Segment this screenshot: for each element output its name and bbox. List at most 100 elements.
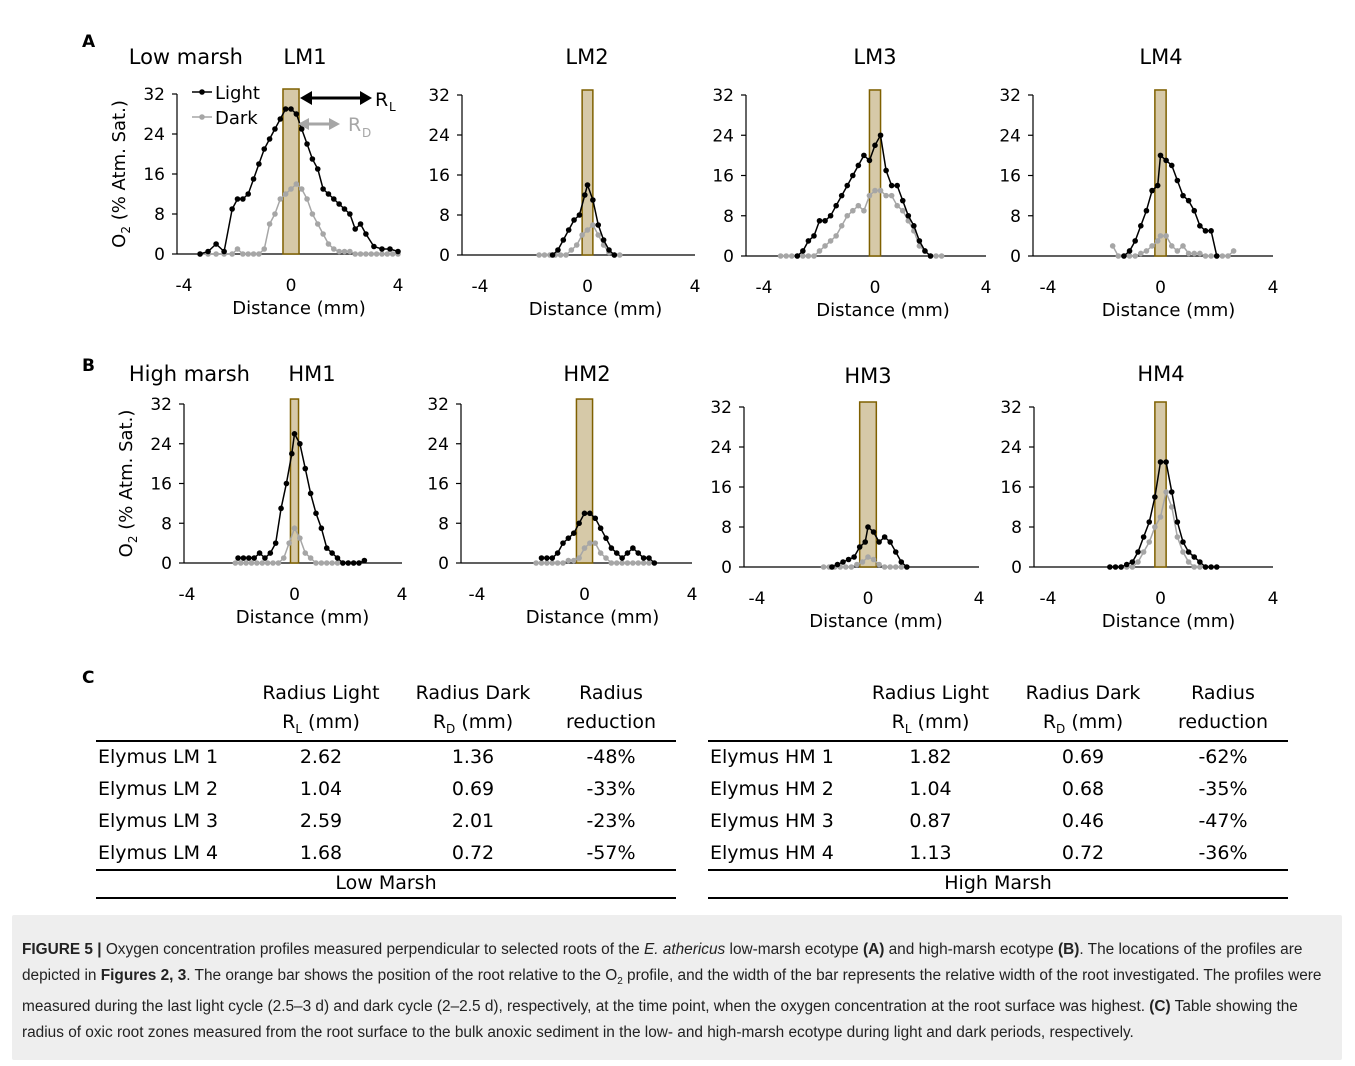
y-tick-label: 8	[154, 205, 165, 225]
data-point-dark	[288, 186, 294, 192]
data-point-dark	[320, 231, 326, 237]
data-point-light	[870, 529, 877, 535]
header-radius: Radius	[1191, 682, 1255, 704]
data-point-light	[250, 176, 257, 182]
header-reduction: reduction	[565, 711, 657, 733]
data-point-light	[822, 217, 828, 224]
data-point-light	[570, 530, 577, 536]
data-point-light	[352, 226, 359, 232]
data-point-light	[235, 555, 241, 561]
data-point-dark	[938, 253, 945, 259]
data-point-light	[340, 560, 346, 566]
data-point-light	[922, 248, 928, 254]
data-point-dark	[536, 252, 542, 258]
data-point-light	[576, 520, 582, 527]
x-tick-label: 0	[579, 585, 590, 605]
data-point-dark	[1154, 238, 1161, 244]
data-point-light	[229, 206, 235, 212]
data-point-dark	[331, 246, 337, 252]
series-line-light	[541, 512, 655, 564]
legend-label-light: Light	[215, 83, 260, 104]
y-axis-label: O2 (% Atm. Sat.)	[116, 410, 140, 558]
data-point-dark	[277, 196, 284, 202]
data-point-light	[865, 524, 871, 530]
data-point-dark	[541, 252, 548, 258]
legend-marker-dark	[199, 114, 205, 120]
data-point-dark	[368, 251, 375, 257]
data-point-light	[1180, 539, 1186, 545]
data-point-light	[1140, 534, 1147, 540]
x-tick-label: 0	[286, 276, 297, 296]
data-point-light	[1163, 157, 1169, 164]
data-point-dark	[865, 554, 871, 560]
data-point-light	[1168, 489, 1175, 495]
data-point-light	[587, 510, 593, 517]
x-axis-label: Distance (mm)	[809, 611, 943, 632]
data-point-light	[1132, 238, 1138, 244]
data-point-dark	[297, 535, 303, 541]
table-cell-light: 2.62	[299, 746, 343, 768]
data-point-light	[582, 192, 588, 198]
header-radius: Radius	[579, 682, 643, 704]
data-point-light	[872, 142, 878, 149]
y-tick-label: 0	[161, 554, 172, 574]
y-tick-label: 32	[427, 395, 449, 415]
table-cell-dark: 2.01	[451, 810, 495, 832]
table-rule-mid-left	[96, 869, 676, 871]
data-point-dark	[234, 246, 241, 252]
table-low-marsh: Radius Light RL (mm) Radius Dark RD (mm)…	[96, 680, 676, 900]
data-point-dark	[307, 555, 314, 561]
root-bar	[1154, 401, 1167, 568]
data-point-light	[1152, 494, 1158, 500]
data-point-dark	[788, 253, 795, 259]
data-point-light	[829, 564, 835, 570]
table-cell-dark: 0.72	[451, 842, 495, 864]
x-tick-label: 4	[974, 589, 985, 609]
data-point-dark	[1138, 250, 1144, 257]
rl-arrow-head-right	[360, 91, 372, 105]
data-point-dark	[264, 560, 271, 566]
table-cell-name: Elymus HM 3	[710, 810, 834, 832]
data-point-dark	[844, 212, 851, 219]
table-cell-light: 2.59	[299, 810, 343, 832]
data-point-dark	[554, 560, 561, 566]
y-tick-label: 8	[721, 518, 732, 538]
data-point-dark	[872, 187, 878, 194]
data-point-light	[1202, 564, 1209, 570]
data-point-light	[240, 555, 247, 561]
data-point-dark	[1143, 248, 1150, 254]
data-point-dark	[1109, 243, 1116, 249]
root-bar	[289, 398, 300, 564]
data-point-light	[1208, 228, 1214, 234]
data-point-dark	[563, 252, 569, 258]
data-point-dark	[1152, 524, 1158, 530]
x-tick-label: -4	[1040, 589, 1057, 609]
table-cell-name: Elymus HM 2	[710, 778, 834, 800]
data-point-dark	[357, 251, 364, 257]
data-point-light	[357, 221, 364, 227]
chart-title: HM1	[288, 362, 335, 386]
data-point-dark	[565, 557, 572, 564]
row-title: Low marsh	[129, 45, 243, 69]
header-radius-dark: Radius Dark	[1025, 682, 1141, 704]
x-tick-label: 0	[582, 277, 593, 297]
data-point-dark	[1115, 253, 1122, 259]
data-point-light	[1191, 207, 1198, 214]
data-point-dark	[336, 248, 342, 255]
table-cell-name: Elymus LM 1	[98, 746, 219, 768]
data-point-dark	[309, 211, 316, 217]
table-rule-bottom-left	[96, 897, 676, 899]
data-point-light	[302, 465, 309, 472]
table-rule-mid-right	[708, 869, 1288, 871]
data-point-dark	[624, 560, 631, 566]
data-point-light	[307, 490, 314, 497]
y-tick-label: 0	[439, 246, 450, 266]
data-point-dark	[592, 540, 599, 546]
data-point-light	[646, 555, 652, 561]
y-tick-label: 16	[143, 165, 165, 185]
table-rule-top-left	[96, 740, 676, 742]
data-point-dark	[282, 191, 289, 197]
data-point-dark	[646, 560, 652, 566]
y-tick-label: 32	[428, 86, 450, 106]
